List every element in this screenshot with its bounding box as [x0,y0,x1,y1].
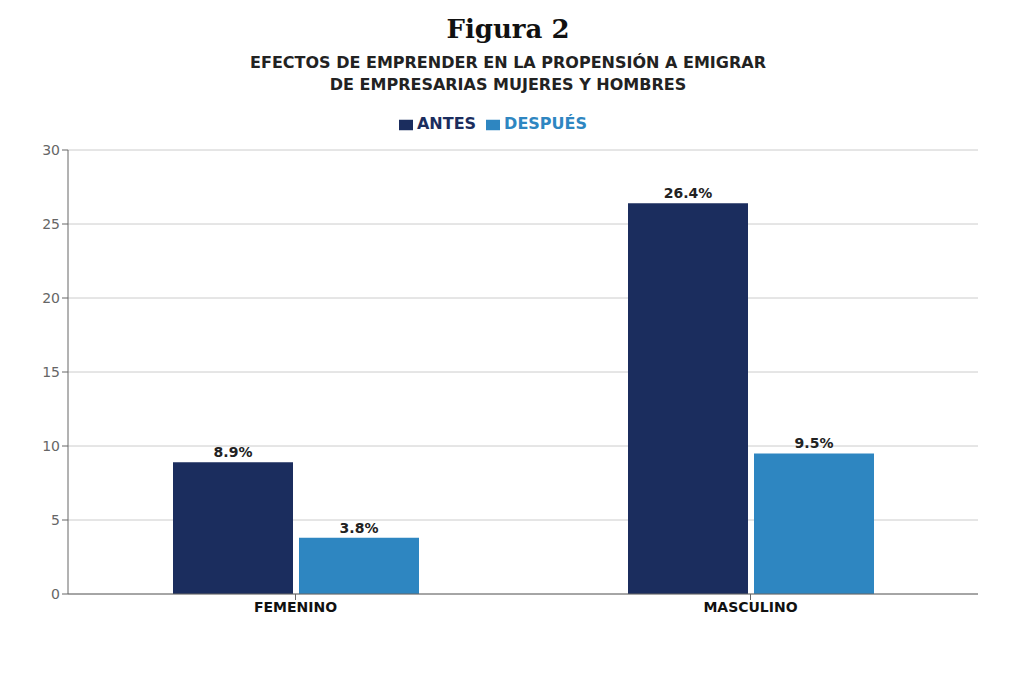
svg-text:30: 30 [42,142,60,158]
html-text:ANTES: ANTES [417,114,477,133]
svg-text:25: 25 [42,216,60,232]
html-text:EFECTOS DE EMPRENDER EN LA PRO: EFECTOS DE EMPRENDER EN LA PROPENSIÓN A … [250,53,766,72]
svg-text:26.4%: 26.4% [664,185,713,201]
html-text:DESPUÉS: DESPUÉS [504,114,587,133]
svg-text:MASCULINO: MASCULINO [703,599,797,615]
svg-text:10: 10 [42,438,60,454]
svg-text:FEMENINO: FEMENINO [254,599,337,615]
svg-text:15: 15 [42,364,60,380]
svg-text:0: 0 [51,586,60,602]
html-text:Figura 2: Figura 2 [446,14,570,44]
svg-text:5: 5 [51,512,60,528]
svg-text:3.8%: 3.8% [340,520,379,536]
svg-text:8.9%: 8.9% [214,444,253,460]
html-text:DE EMPRESARIAS MUJERES Y HOMBR: DE EMPRESARIAS MUJERES Y HOMBRES [329,75,687,94]
svg-text:9.5%: 9.5% [795,435,834,451]
svg-text:20: 20 [42,290,60,306]
